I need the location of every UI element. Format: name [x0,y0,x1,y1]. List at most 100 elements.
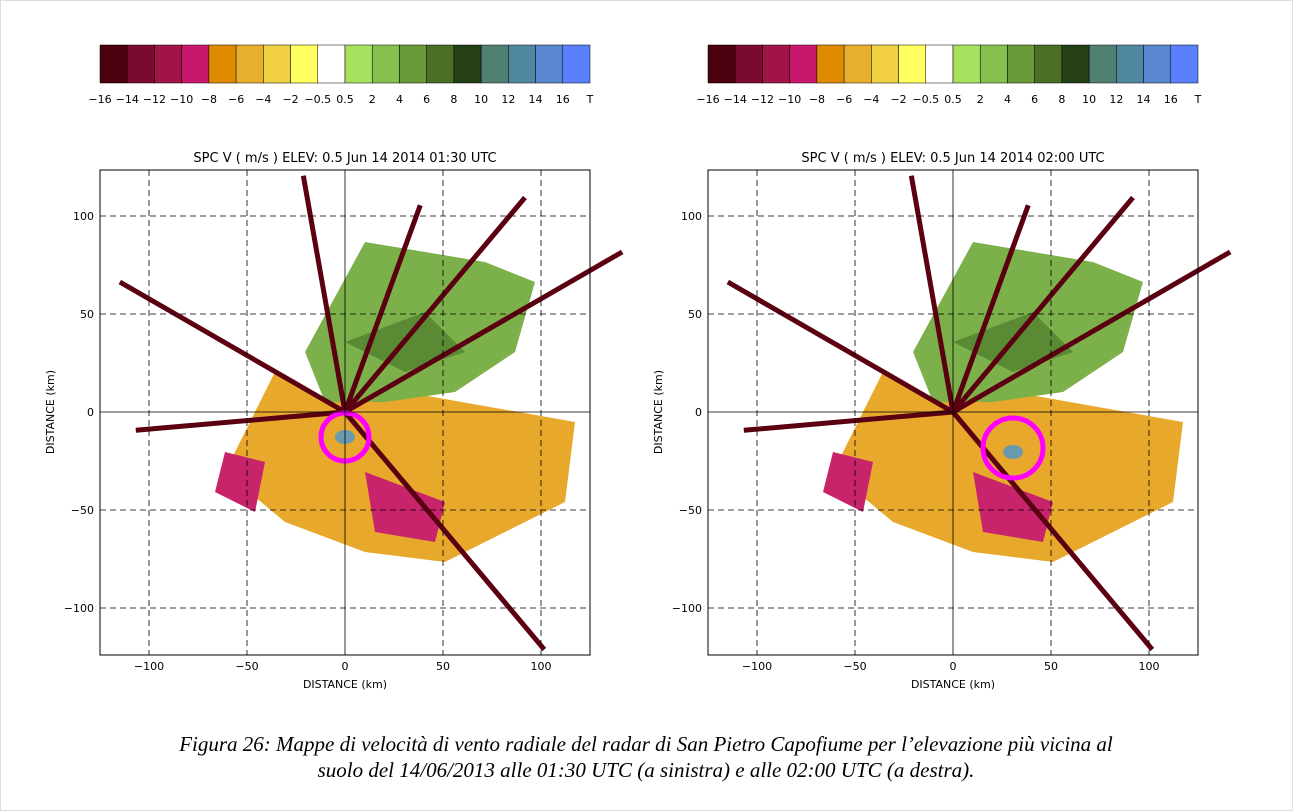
colorbar-cell [844,45,871,83]
colorbar-label: 0.5 [336,93,354,106]
colorbar-cell [536,45,563,83]
colorbar-label: −12 [143,93,166,106]
colorbar-cell [1116,45,1143,83]
caption-line: suolo del 14/06/2013 alle 01:30 UTC (a s… [318,758,975,782]
y-tick-label: −50 [71,504,94,517]
y-tick-label: 0 [695,406,702,419]
x-tick-label: 0 [342,660,349,673]
y-tick-label: −100 [672,602,702,615]
colorbar-cell [182,45,209,83]
colorbar-cell [708,45,735,83]
colorbar-label: −6 [836,93,852,106]
colorbar-label: −14 [724,93,747,106]
colorbar-cell [1171,45,1198,83]
colorbar-label: −4 [863,93,879,106]
colorbar-label: −12 [751,93,774,106]
colorbar-label: 2 [369,93,376,106]
x-tick-label: 100 [531,660,552,673]
x-axis-label: DISTANCE (km) [911,678,995,691]
colorbar-label: −2 [282,93,298,106]
colorbar-label: −0.5 [912,93,939,106]
colorbar-cell [372,45,399,83]
colorbar-cell [1144,45,1171,83]
colorbar-cell [481,45,508,83]
colorbar-cell [980,45,1007,83]
x-tick-label: −100 [134,660,164,673]
colorbar-label: 14 [529,93,543,106]
colorbar-label: −14 [116,93,139,106]
y-tick-label: −50 [679,504,702,517]
colorbar-cell [926,45,953,83]
colorbar-cell [1062,45,1089,83]
colorbar-label: 16 [1164,93,1178,106]
colorbar-cell [817,45,844,83]
colorbar-label: 16 [556,93,570,106]
colorbar-label: 2 [977,93,984,106]
x-tick-label: 50 [1044,660,1058,673]
frame [1,1,1293,811]
x-tick-label: 100 [1139,660,1160,673]
colorbar-label: −2 [890,93,906,106]
colorbar-label: −16 [696,93,719,106]
x-tick-label: 0 [950,660,957,673]
colorbar-label: 6 [423,93,430,106]
colorbar-cell [318,45,345,83]
colorbar-label: 8 [1058,93,1065,106]
y-tick-label: 50 [688,308,702,321]
colorbar-cell [209,45,236,83]
colorbar-label: −6 [228,93,244,106]
colorbar-cell [563,45,590,83]
y-tick-label: 50 [80,308,94,321]
colorbar-label: −8 [201,93,217,106]
plot-title: SPC V ( m/s ) ELEV: 0.5 Jun 14 2014 02:0… [801,151,1104,166]
y-axis-label: DISTANCE (km) [44,370,57,454]
colorbar-label: −16 [88,93,111,106]
colorbar-cell [762,45,789,83]
x-tick-label: −50 [843,660,866,673]
caption-line: Figura 26: Mappe di velocità di vento ra… [178,732,1113,756]
colorbar-cell [345,45,372,83]
colorbar-cell [263,45,290,83]
x-tick-label: −50 [235,660,258,673]
colorbar-label: 10 [474,93,488,106]
colorbar-label: −0.5 [304,93,331,106]
y-tick-label: 100 [73,210,94,223]
colorbar-cell [953,45,980,83]
y-tick-label: 100 [681,210,702,223]
colorbar-cell [100,45,127,83]
colorbar-label: 4 [396,93,403,106]
colorbar-label: 12 [1109,93,1123,106]
colorbar-cell [454,45,481,83]
colorbar-cell [899,45,926,83]
colorbar-label: 4 [1004,93,1011,106]
echo-blue [1003,445,1023,459]
colorbar-cell [427,45,454,83]
colorbar-label: 0.5 [944,93,962,106]
colorbar-cell [291,45,318,83]
colorbar-cell [735,45,762,83]
colorbar-label: −4 [255,93,271,106]
colorbar-label: −10 [778,93,801,106]
x-axis-label: DISTANCE (km) [303,678,387,691]
colorbar-label: T [586,93,594,106]
x-tick-label: 50 [436,660,450,673]
colorbar-cell [871,45,898,83]
y-tick-label: −100 [64,602,94,615]
colorbar-label: 10 [1082,93,1096,106]
colorbar-cell [399,45,426,83]
colorbar-label: 6 [1031,93,1038,106]
colorbar-cell [1007,45,1034,83]
x-tick-label: −100 [742,660,772,673]
colorbar-cell [127,45,154,83]
colorbar-label: 14 [1137,93,1151,106]
colorbar-cell [790,45,817,83]
figure: Figura 26: Mappe di velocità di vento ra… [0,0,1293,811]
colorbar-label: −8 [809,93,825,106]
colorbar-label: T [1194,93,1202,106]
colorbar-label: −10 [170,93,193,106]
colorbar-cell [508,45,535,83]
y-tick-label: 0 [87,406,94,419]
colorbar-label: 12 [501,93,515,106]
plot-title: SPC V ( m/s ) ELEV: 0.5 Jun 14 2014 01:3… [193,151,496,166]
colorbar-cell [154,45,181,83]
